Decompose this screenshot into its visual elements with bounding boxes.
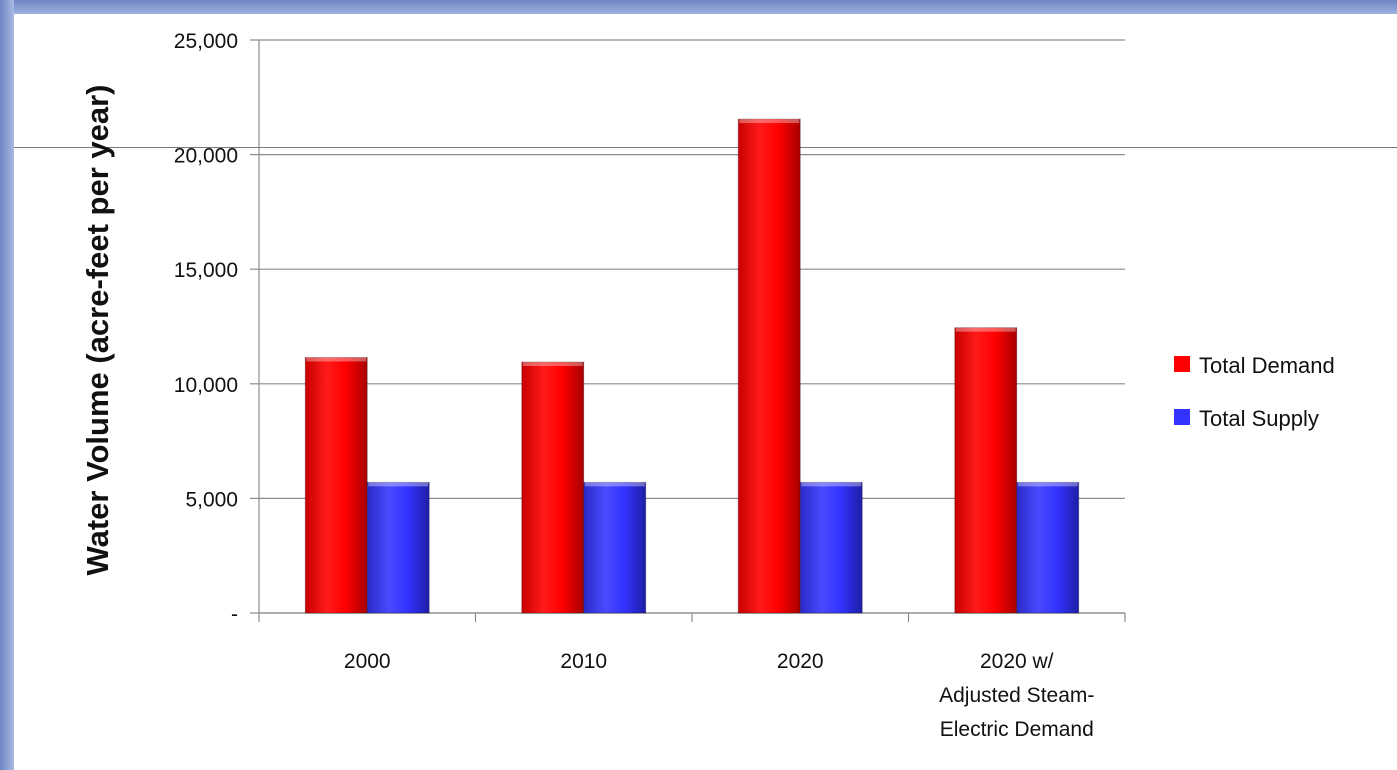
y-tick-label: 25,000 (174, 30, 238, 53)
bar-total-supply (583, 481, 647, 614)
y-tick-label: 5,000 (185, 488, 238, 511)
x-tick-label: 2010 (560, 650, 607, 673)
bar-highlight-total-demand (306, 357, 367, 362)
bar-highlight-total-supply (368, 482, 429, 487)
y-tick-label: 15,000 (174, 259, 238, 282)
bar-highlight-total-supply (1017, 482, 1078, 487)
legend-swatch-total-supply (1174, 409, 1190, 425)
x-tick-label: 2020 w/Adjusted Steam- Electric Demand (939, 650, 1094, 741)
bar-total-demand (304, 356, 368, 614)
bar-total-demand (737, 118, 801, 614)
x-tick-label-line: 2010 (560, 650, 607, 673)
legend-swatch-total-demand (1174, 356, 1190, 372)
x-tick-label: 2000 (344, 650, 391, 673)
bar-total-demand (954, 327, 1018, 614)
y-tick-label: 10,000 (174, 374, 238, 397)
y-tick-label: 20,000 (174, 145, 238, 168)
x-tick-label-line: Electric Demand (940, 718, 1094, 741)
x-tick-label-line: 2000 (344, 650, 391, 673)
bar-total-supply (366, 481, 430, 614)
bar-total-demand (521, 361, 585, 614)
slide-top-strip (0, 0, 1397, 14)
bars (304, 118, 1080, 614)
bar-total-supply (799, 481, 863, 614)
bar-total-supply (1016, 481, 1080, 614)
bar-highlight-total-demand (522, 362, 583, 367)
bar-highlight-total-supply (584, 482, 645, 487)
slide-left-strip (0, 0, 14, 770)
legend-label-total-supply: Total Supply (1199, 406, 1319, 431)
x-tick-label-line: 2020 (777, 650, 824, 673)
x-tick-label: 2020 (777, 650, 824, 673)
y-tick-label: - (231, 603, 238, 626)
x-tick-label-line: Adjusted Steam- (939, 684, 1094, 707)
y-axis-label: Water Volume (acre-feet per year) (80, 84, 115, 575)
tick-labels: - 5,000 10,000 15,000 20,000 25,000 2000 2010 20… (174, 30, 1095, 741)
legend-label-total-demand: Total Demand (1199, 353, 1335, 378)
legend: Total Demand Total Supply (1174, 353, 1335, 431)
x-tick-label-line: 2020 w/ (980, 650, 1054, 673)
bar-highlight-total-demand (955, 327, 1016, 332)
bar-highlight-total-demand (739, 119, 800, 124)
slide-divider-line (14, 147, 1397, 148)
bar-highlight-total-supply (801, 482, 862, 487)
